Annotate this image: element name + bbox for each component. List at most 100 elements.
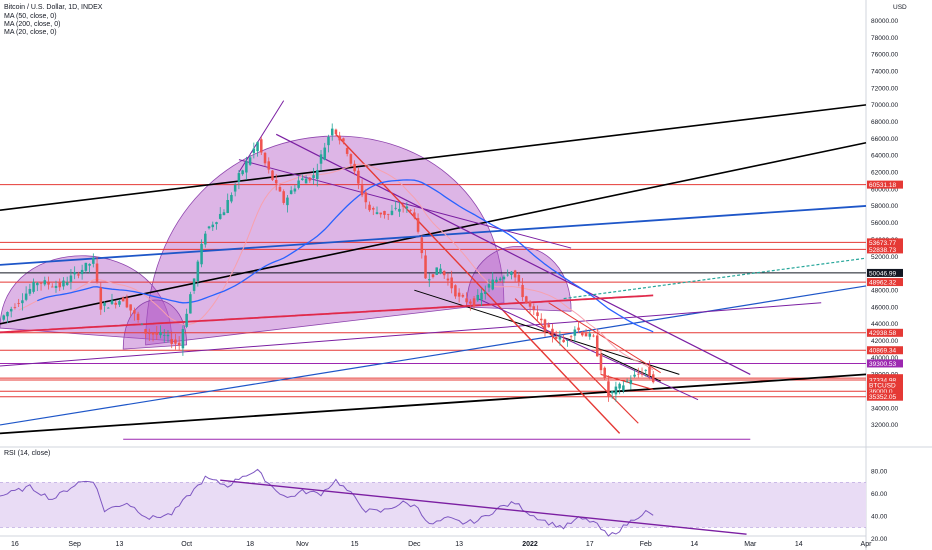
y-tick-label: 32000.00	[871, 422, 898, 429]
candle-up	[200, 243, 203, 265]
candle-up	[375, 212, 379, 215]
moving-averages	[0, 163, 654, 371]
currency-label: USD	[893, 4, 907, 11]
level-tag: 36000.0	[867, 387, 903, 396]
y-tick-label: 62000.00	[871, 170, 898, 177]
red-wedge-upper	[514, 298, 639, 424]
candle-up	[69, 275, 73, 283]
level-tag-text: 48962.32	[869, 279, 896, 286]
chart-title: Bitcoin / U.S. Dollar, 1D, INDEX	[4, 4, 103, 11]
candle-down	[648, 366, 651, 376]
candle-up	[327, 137, 330, 146]
candle-down	[383, 210, 386, 215]
long-black-trendline-upper	[0, 104, 867, 211]
candle-down	[364, 192, 368, 203]
pattern-shapes	[0, 135, 572, 350]
candle-up	[106, 307, 110, 309]
candle-up	[189, 294, 192, 314]
x-tick-label: 15	[351, 541, 359, 548]
candle-down	[521, 284, 524, 298]
y-tick-label: 80000.00	[871, 18, 898, 25]
candle-down	[13, 307, 17, 308]
x-tick-label: 14	[795, 541, 803, 548]
candle-down	[267, 161, 271, 170]
candle-up	[506, 274, 509, 276]
candle-down	[39, 282, 43, 284]
candle-up	[319, 154, 323, 164]
candle-up	[566, 340, 569, 341]
indicator-ma200[interactable]: MA (200, close, 0)	[4, 21, 61, 28]
rsi-band	[0, 482, 866, 528]
candle-down	[148, 332, 151, 335]
y-tick-label: 48000.00	[871, 287, 898, 294]
candle-up	[9, 308, 13, 312]
candle-up	[237, 173, 241, 182]
x-tick-label: Nov	[296, 541, 309, 548]
candle-up	[245, 161, 248, 173]
red-fan-line	[548, 302, 661, 374]
horizontal-levels	[0, 184, 866, 398]
candle-down	[513, 270, 517, 278]
candle-down	[401, 205, 405, 207]
candle-up	[487, 284, 491, 288]
y-tick-label: 44000.00	[871, 321, 898, 328]
level-tag-bg	[867, 376, 903, 385]
candle-up	[304, 178, 308, 184]
candle-up	[297, 180, 300, 188]
y-tick-label: 58000.00	[871, 203, 898, 210]
candle-down	[372, 208, 375, 210]
candle-up	[390, 210, 394, 215]
candle-up	[54, 285, 58, 288]
y-tick-label: 68000.00	[871, 119, 898, 126]
candle-up	[495, 279, 498, 282]
y-tick-label: 40000.00	[871, 355, 898, 362]
x-tick-label: 2022	[522, 541, 538, 548]
level-tag-bg	[867, 180, 903, 189]
candle-down	[599, 353, 603, 371]
candle-up	[222, 212, 226, 216]
rsi-trendline	[220, 479, 747, 535]
candle-up	[573, 329, 577, 336]
candle-down	[431, 274, 435, 278]
candle-down	[155, 332, 159, 335]
rsi-series	[0, 468, 747, 537]
indicator-ma50[interactable]: MA (50, close, 0)	[4, 13, 57, 20]
purple-downtrend	[275, 133, 751, 375]
indicator-ma20[interactable]: MA (20, close, 0)	[4, 29, 57, 36]
candle-down	[17, 303, 20, 304]
candle-down	[144, 329, 147, 334]
candle-up	[614, 386, 618, 395]
rsi-title[interactable]: RSI (14, close)	[4, 450, 51, 457]
candle-down	[562, 339, 565, 343]
candle-up	[24, 293, 28, 300]
candle-down	[308, 177, 312, 181]
candle-down	[50, 286, 54, 288]
candle-down	[133, 310, 136, 314]
candle-down	[525, 296, 528, 303]
candle-down	[446, 278, 450, 281]
level-tag-text: 60531.18	[869, 182, 896, 189]
y-tick-label: 72000.00	[871, 85, 898, 92]
candle-up	[92, 257, 95, 264]
candle-up	[502, 276, 506, 280]
candle-up	[301, 178, 304, 181]
candle-up	[256, 142, 259, 152]
y-tick-label: 60000.00	[871, 186, 898, 193]
candle-down	[637, 373, 640, 375]
candle-down	[334, 129, 338, 135]
candle-up	[629, 380, 633, 385]
candle-up	[394, 207, 397, 209]
black-wedge-line	[600, 352, 661, 382]
candle-up	[32, 281, 35, 292]
level-tag-bg	[867, 346, 903, 355]
level-tag: 52838.73	[867, 245, 903, 254]
candle-up	[43, 280, 47, 285]
candle-down	[651, 374, 655, 383]
rsi-tick-label: 20.00	[871, 536, 888, 543]
candle-up	[633, 374, 636, 377]
level-tag-bg	[867, 359, 903, 368]
level-tag-text: 52838.73	[869, 247, 896, 254]
candle-down	[554, 336, 558, 339]
level-tag-bg	[867, 278, 903, 287]
